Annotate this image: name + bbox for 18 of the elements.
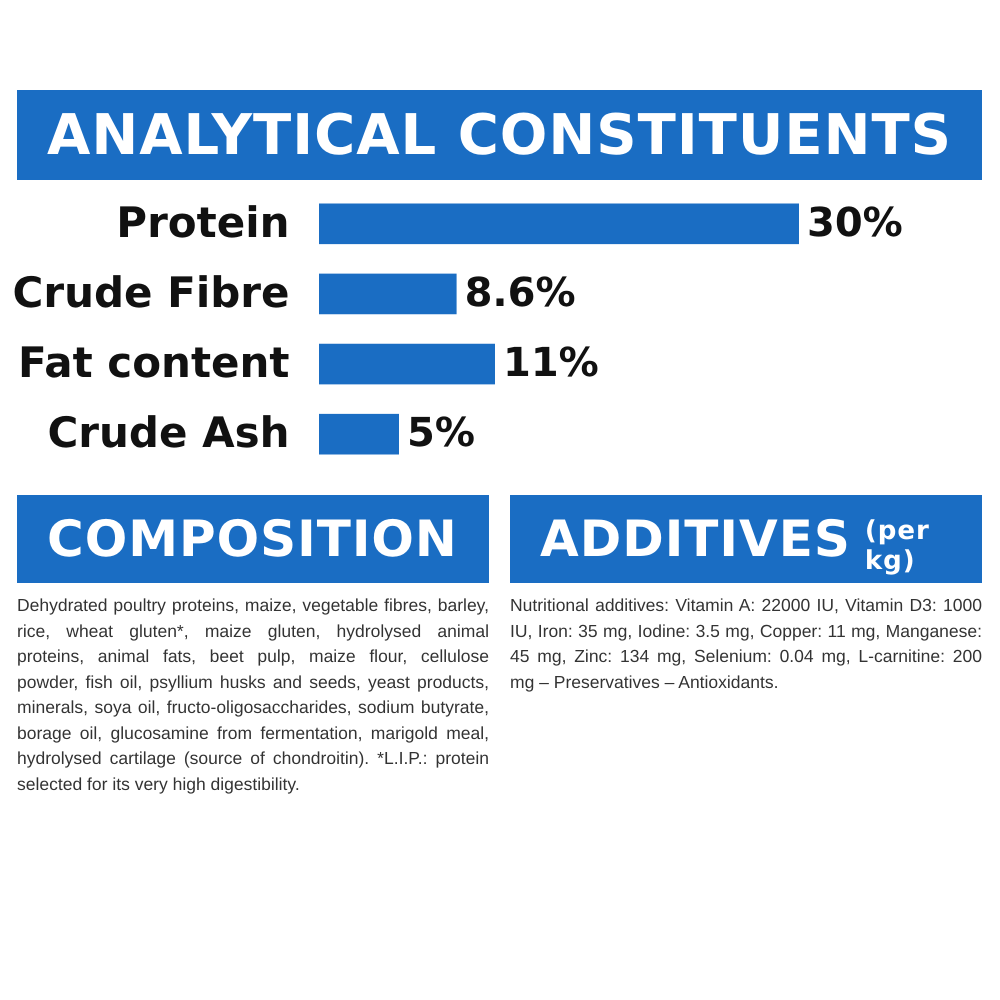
data-label: 5% <box>407 410 475 456</box>
text: Nutritional additives: Vitamin A: 22000 IU, Vitamin D3: 1000 IU, Iron: 35 mg, Iodine: 3.5 mg, Copper: 11 mg, Manganese: 45 mg, Zinc: 134 mg, Selenium: 0.04 mg, L-carnitine: 200 mg – Preservatives – Antioxidants. <box>510 594 982 694</box>
data-label: 8.6% <box>464 270 576 316</box>
chart-title: ANALYTICAL CONSTITUENTS <box>47 102 952 168</box>
text: (per kg) <box>864 516 931 576</box>
data-label: 30% <box>807 200 903 246</box>
y-tick-label: Protein <box>116 198 290 247</box>
text: COMPOSITION <box>47 510 458 568</box>
text: ADDITIVES <box>540 510 851 568</box>
bar <box>319 204 799 244</box>
text: Dehydrated poultry proteins, maize, vegetable fibres, barley, rice, wheat gluten*, maize gluten, hydrolysed animal proteins, animal fats, beet pulp, maize flour, cellulose powder, fish oil, psyllium husks and seeds, yeast products, minerals, soya oil, fructo-oligosaccharides, sodium butyrate, borage oil, glucosamine from fermentation, marigold meal, hydrolysed cartilage (source of chondroitin). *L.I.P.: protein selected for its very high digestibility. <box>17 594 489 796</box>
bar <box>319 344 495 384</box>
bar <box>319 274 457 314</box>
data-label: 11% <box>503 340 599 386</box>
y-tick-label: Crude Ash <box>47 408 290 458</box>
bar <box>319 414 399 454</box>
y-tick-label: Fat content <box>18 338 290 388</box>
y-tick-label: Crude Fibre <box>12 268 290 317</box>
